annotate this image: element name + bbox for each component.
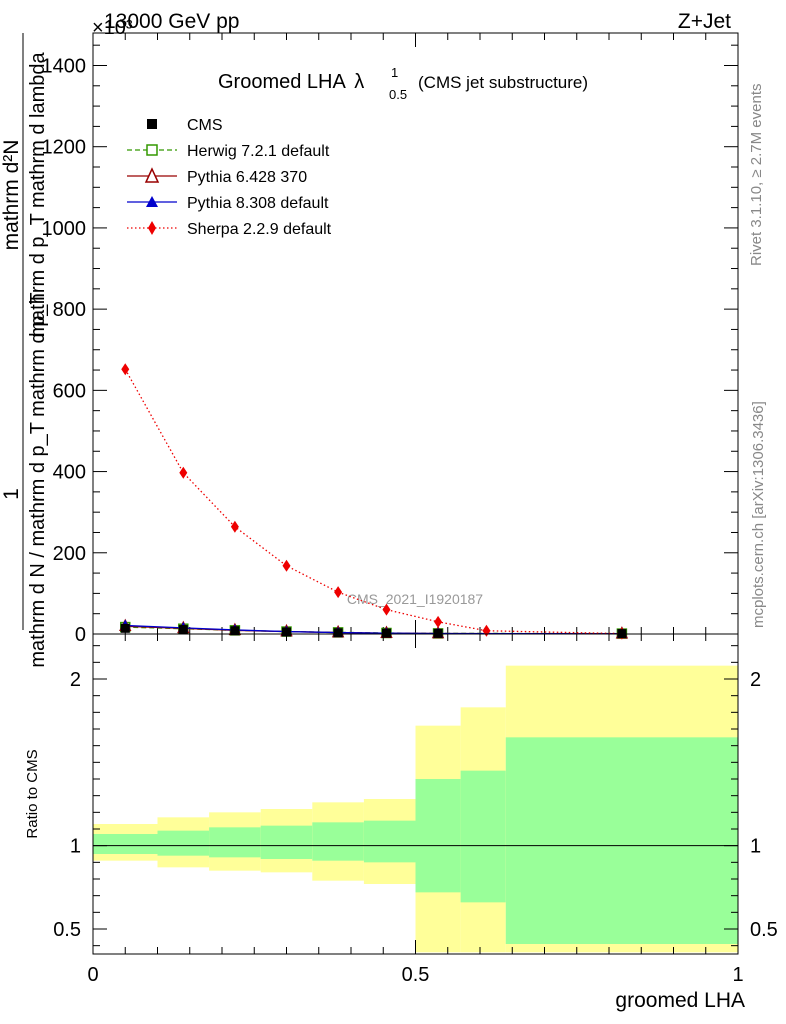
data-point-sherpa xyxy=(282,559,291,572)
main-y-tick-label: 1400 xyxy=(42,55,87,77)
title-superscript: 1 xyxy=(391,65,398,80)
ratio-x-ticks: 0 0.5 1 xyxy=(87,634,744,986)
legend-entry-cms: CMS xyxy=(147,117,223,134)
header-energy-label: 13000 GeV pp xyxy=(104,10,239,33)
legend-herwig-marker xyxy=(146,144,158,156)
legend-entry-herwig: Herwig 7.2.1 default xyxy=(127,143,330,160)
legend-pythia8-label: Pythia 8.308 default xyxy=(187,195,329,212)
legend-entry-pythia6: Pythia 6.428 370 xyxy=(127,167,307,186)
legend-pythia6-marker xyxy=(144,167,160,183)
data-point-cms xyxy=(282,627,291,637)
title-lambda: λ xyxy=(354,71,364,93)
data-point-sherpa xyxy=(334,586,343,599)
series-cms xyxy=(120,623,627,639)
header-process-label: Z+Jet xyxy=(678,10,731,33)
legend: CMS Herwig 7.2.1 default Pythia 6.428 37… xyxy=(127,117,332,238)
ratio-inner-band xyxy=(93,834,158,854)
ratio-y-tick-label: 0.5 xyxy=(53,919,81,941)
ratio-y-ticks: 0.5 0.5 1 1 2 2 xyxy=(53,645,778,947)
main-y-tick-label: 200 xyxy=(53,543,86,565)
series-herwig xyxy=(120,621,628,639)
legend-pythia8-marker xyxy=(146,196,158,207)
x-tick-label: 0 xyxy=(87,964,98,986)
plot-title: Groomed LHA λ 1 0.5 (CMS jet substructur… xyxy=(218,65,588,102)
legend-cms-label: CMS xyxy=(187,117,223,134)
x-tick-label: 1 xyxy=(732,964,743,986)
main-y-tick-label: 1000 xyxy=(42,218,87,240)
ratio-inner-band xyxy=(363,820,416,863)
data-point-sherpa xyxy=(179,466,188,479)
legend-entry-pythia8: Pythia 8.308 default xyxy=(127,195,329,212)
rivet-version-label: Rivet 3.1.10, ≥ 2.7M events xyxy=(748,84,765,267)
ratio-y-tick-label-right: 2 xyxy=(750,669,761,691)
data-point-cms xyxy=(333,628,343,638)
ratio-y-tick-label-right: 0.5 xyxy=(750,919,778,941)
data-point-cms xyxy=(433,628,443,638)
series-line-pythia8 xyxy=(125,624,622,635)
main-y-axis-label: 1 mathrm d²N mathrm d p_T mathrm d lambd… xyxy=(0,33,49,668)
ratio-inner-band xyxy=(260,825,313,859)
ratio-plot-panel: 0.5 0.51 12 2 0 0.5 1 Ratio to CMS groomed LH… xyxy=(24,633,778,1012)
title-subscript: 0.5 xyxy=(389,87,407,102)
main-y-ticks: 0 200 400 600 800 1000 1200 1400 xyxy=(42,44,738,646)
data-point-cms xyxy=(178,625,188,635)
ratio-inner-band xyxy=(505,737,738,944)
data-point-sherpa xyxy=(121,363,130,376)
ratio-y-tick-label: 1 xyxy=(70,836,81,858)
ratio-y-tick-label-right: 1 xyxy=(750,836,761,858)
ratio-inner-band xyxy=(415,779,461,893)
ratio-y-axis-label: Ratio to CMS xyxy=(24,749,41,838)
ratio-inner-band xyxy=(209,827,261,858)
ratio-inner-band xyxy=(460,770,506,903)
data-point-cms xyxy=(381,628,391,638)
data-point-sherpa xyxy=(482,624,491,637)
title-suffix: (CMS jet substructure) xyxy=(418,73,588,92)
data-point-cms xyxy=(120,623,130,633)
title-text: Groomed LHA xyxy=(218,71,346,93)
data-point-sherpa xyxy=(434,615,443,628)
svg-text:Groomed LHA λ: Groomed LHA λ xyxy=(218,71,364,93)
ratio-inner-band xyxy=(157,830,210,856)
ylabel-numerator-2: mathrm d p_T mathrm d lambda xyxy=(27,51,49,337)
legend-herwig-label: Herwig 7.2.1 default xyxy=(187,143,330,160)
legend-sherpa-marker xyxy=(148,221,156,235)
mcplots-label: mcplots.cern.ch [arXiv:1306.3436] xyxy=(750,401,767,628)
x-axis-label: groomed LHA xyxy=(615,989,745,1012)
legend-pythia6-label: Pythia 6.428 370 xyxy=(187,169,307,186)
data-point-cms xyxy=(230,626,240,636)
ratio-y-tick-label: 2 xyxy=(70,669,81,691)
watermark: CMS_2021_I1920187 xyxy=(347,591,483,607)
main-y-tick-label: 0 xyxy=(75,624,86,646)
legend-cms-marker xyxy=(147,119,157,129)
legend-entry-sherpa: Sherpa 2.2.9 default xyxy=(127,221,332,238)
legend-sherpa-label: Sherpa 2.2.9 default xyxy=(187,221,332,238)
main-y-tick-label: 400 xyxy=(53,462,86,484)
main-y-tick-label: 800 xyxy=(53,299,86,321)
main-y-tick-label: 1200 xyxy=(42,137,87,159)
data-point-sherpa xyxy=(382,603,391,616)
main-plot-panel: 0 200 400 600 800 1000 1200 1400 CMS_2021_I1920… xyxy=(0,32,739,668)
ratio-bands xyxy=(93,665,738,953)
ylabel-numerator: mathrm d²N xyxy=(0,140,23,251)
data-point-sherpa xyxy=(230,520,239,533)
x-tick-label: 0.5 xyxy=(402,964,430,986)
series-pythia8 xyxy=(120,619,627,638)
ylabel-denominator: mathrm d N / mathrm d p_T mathrm d p_T xyxy=(27,292,49,667)
main-y-tick-label: 600 xyxy=(53,380,86,402)
ratio-inner-band xyxy=(312,822,364,861)
ylabel-one: 1 xyxy=(0,488,23,500)
